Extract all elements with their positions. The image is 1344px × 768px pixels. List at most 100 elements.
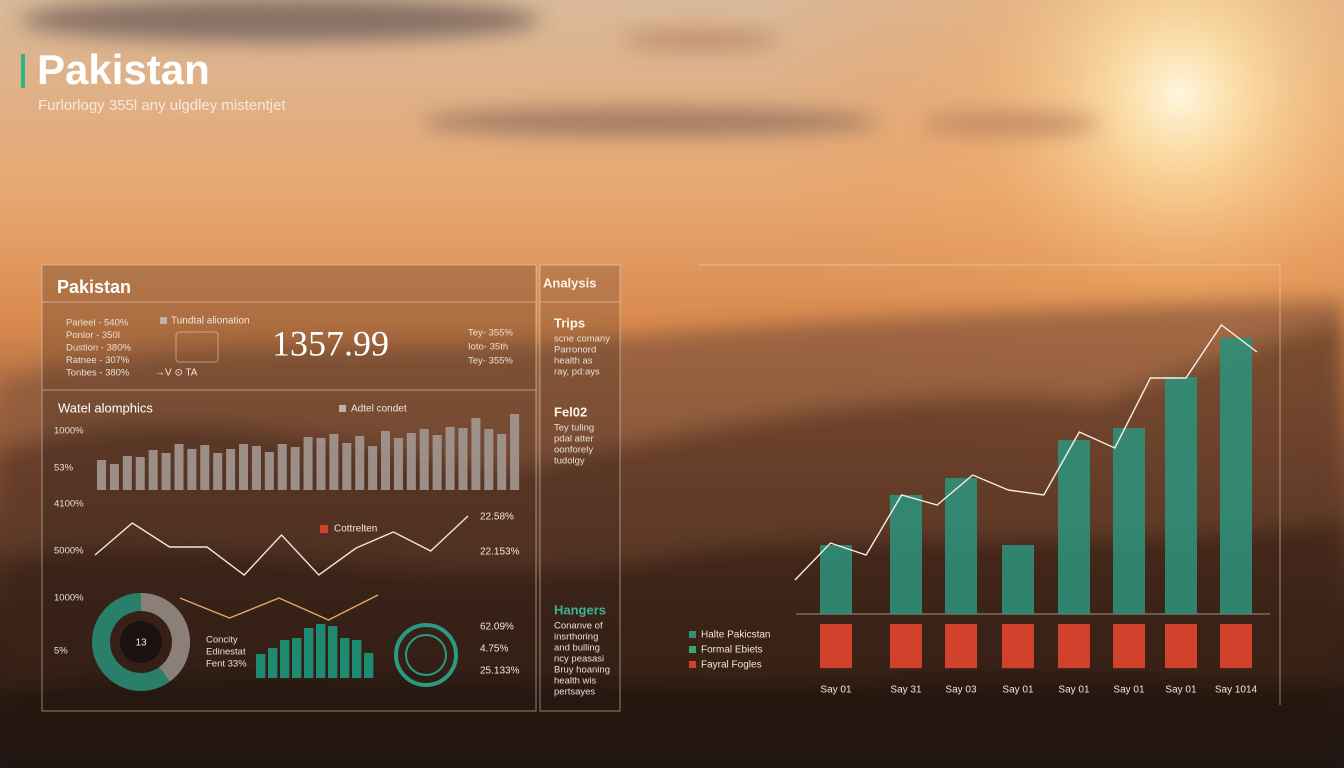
bar bbox=[820, 545, 852, 614]
bar bbox=[251, 446, 261, 490]
bar bbox=[280, 640, 290, 678]
bar bbox=[497, 434, 507, 490]
donut-slice bbox=[140, 593, 190, 682]
gauge-value: 4.75% bbox=[480, 644, 508, 655]
legend-swatch bbox=[339, 405, 346, 412]
bar bbox=[355, 436, 365, 490]
big-number: 1357.99 bbox=[272, 323, 389, 363]
bar bbox=[292, 638, 302, 678]
stat: Ratnee - 307% bbox=[66, 355, 130, 366]
bar bbox=[432, 435, 442, 490]
stat: Ponlor - 350l bbox=[66, 330, 120, 341]
bar bbox=[890, 624, 922, 669]
bar bbox=[304, 628, 314, 678]
axis-label: 4100% bbox=[54, 499, 84, 510]
donut-center-label: 13 bbox=[135, 638, 147, 649]
bar bbox=[945, 478, 977, 614]
axis-label: 5000% bbox=[54, 546, 84, 557]
bar bbox=[471, 418, 481, 490]
donut-note: Fent 33% bbox=[206, 659, 247, 670]
side-block-line: Bruy hoaning bbox=[554, 665, 610, 676]
bar bbox=[316, 624, 326, 678]
bar bbox=[148, 450, 158, 490]
x-tick-label: Say 31 bbox=[890, 685, 922, 696]
side-block-line: Conanve of bbox=[554, 621, 603, 632]
bar bbox=[945, 624, 977, 669]
gauge-value: 62.09% bbox=[480, 622, 514, 633]
panel-title: Pakistan bbox=[57, 277, 131, 297]
mini-stat: Tey- 355% bbox=[468, 328, 513, 339]
bar bbox=[1113, 428, 1145, 614]
bar bbox=[174, 444, 184, 490]
line-legend: Cottrelten bbox=[334, 524, 377, 535]
bar bbox=[445, 427, 455, 490]
bar bbox=[277, 444, 287, 490]
bar bbox=[109, 464, 119, 490]
line bbox=[179, 594, 379, 621]
axis-label: 1000% bbox=[54, 426, 84, 437]
line bbox=[94, 515, 469, 576]
axis-label: 53% bbox=[54, 463, 74, 474]
bar bbox=[340, 638, 350, 678]
donut-center bbox=[120, 621, 162, 663]
legend-label: Fayral Fogles bbox=[701, 660, 762, 671]
side-title: Analysis bbox=[543, 275, 596, 290]
bar bbox=[890, 495, 922, 614]
bar bbox=[820, 624, 852, 669]
legend-swatch bbox=[689, 646, 696, 653]
mini-stat: Ioto- 35th bbox=[468, 342, 508, 353]
donut-slice bbox=[92, 593, 170, 691]
bar bbox=[1165, 624, 1197, 669]
side-block-line: health wis bbox=[554, 676, 596, 687]
side-block-title: Hangers bbox=[554, 602, 606, 617]
bar bbox=[381, 431, 391, 490]
legend-swatch bbox=[320, 525, 328, 533]
line-value: 22.58% bbox=[480, 512, 514, 523]
trend-line bbox=[794, 323, 1258, 581]
bar bbox=[1058, 624, 1090, 669]
section-title: Watel alomphics bbox=[58, 400, 153, 415]
side-block-line: and bulling bbox=[554, 643, 600, 654]
side-block-line: health as bbox=[554, 356, 593, 367]
bar bbox=[1058, 440, 1090, 614]
x-tick-label: Say 01 bbox=[1165, 685, 1197, 696]
side-block-line: Tey tuling bbox=[554, 423, 594, 434]
bar bbox=[368, 446, 378, 490]
x-tick-label: Say 1014 bbox=[1215, 685, 1258, 696]
side-block-line: tudolgy bbox=[554, 456, 585, 467]
bar bbox=[1113, 624, 1145, 669]
side-block-line: insrthoring bbox=[554, 632, 598, 643]
side-block-line: scne comany bbox=[554, 334, 610, 345]
x-tick-label: Say 01 bbox=[820, 685, 852, 696]
bar bbox=[264, 452, 274, 490]
bar bbox=[484, 429, 494, 490]
bar bbox=[122, 456, 132, 490]
bar bbox=[213, 453, 223, 490]
bar bbox=[510, 414, 520, 490]
bar bbox=[226, 449, 236, 490]
title-accent bbox=[21, 54, 25, 88]
bar bbox=[328, 626, 338, 678]
bar bbox=[458, 428, 468, 490]
side-block-line: pdal atter bbox=[554, 434, 594, 445]
legend-swatch bbox=[689, 631, 696, 638]
legend-swatch bbox=[160, 317, 167, 324]
stat: Dustion - 380% bbox=[66, 343, 132, 354]
bar bbox=[1002, 624, 1034, 669]
legend-label: Formal Ebiets bbox=[701, 645, 763, 656]
bar bbox=[161, 453, 171, 490]
side-block-line: oonforely bbox=[554, 445, 593, 456]
side-block-line: ncy peasasi bbox=[554, 654, 604, 665]
bar bbox=[393, 438, 403, 490]
icon-caption: →V ⊙ TA bbox=[155, 368, 198, 379]
bar bbox=[329, 434, 339, 490]
bar bbox=[1002, 545, 1034, 614]
gauge-value: 25.133% bbox=[480, 666, 520, 677]
legend-swatch bbox=[689, 661, 696, 668]
bar bbox=[419, 429, 429, 490]
side-block-line: pertsayes bbox=[554, 687, 595, 698]
side-block-line: Parronord bbox=[554, 345, 596, 356]
axis-label: 1000% bbox=[54, 593, 84, 604]
